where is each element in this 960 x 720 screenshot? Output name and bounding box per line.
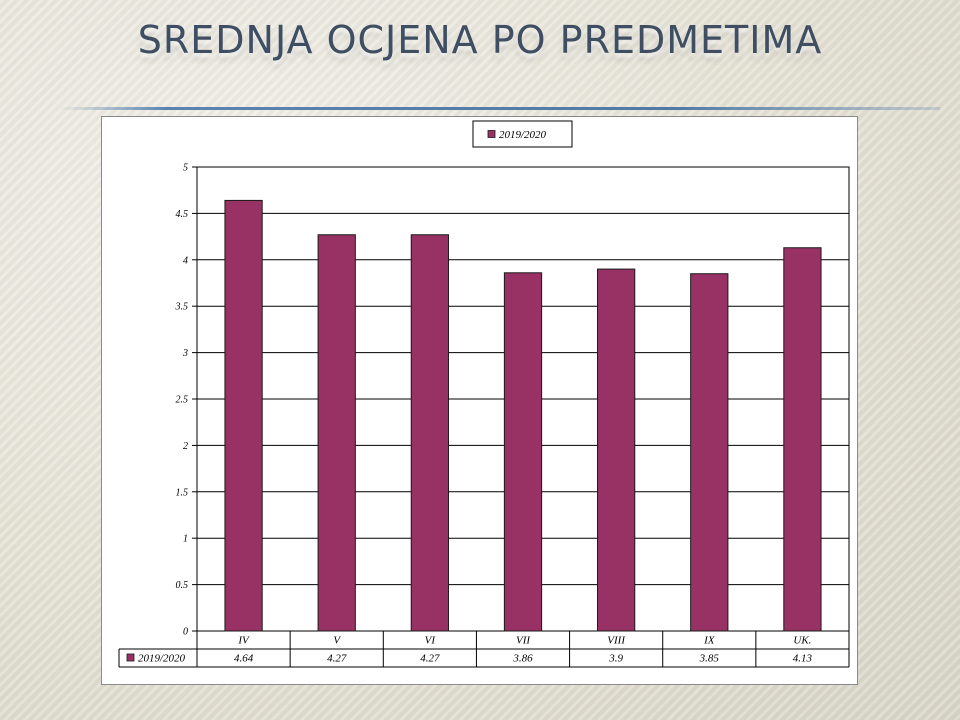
y-tick-label: 0.5 [176, 580, 189, 591]
data-table-value: 4.64 [234, 653, 254, 665]
table-series-label: 2019/2020 [138, 653, 186, 665]
bar[interactable] [410, 234, 449, 632]
y-tick-label: 0 [183, 627, 188, 638]
bar[interactable] [597, 268, 636, 632]
x-category-label: UK. [793, 635, 811, 647]
x-category-label: VIII [607, 635, 626, 647]
bar[interactable] [690, 273, 729, 632]
x-category-label: IV [237, 635, 250, 647]
bar-chart: 0 0.5 1 1.5 2 2.5 3 3.5 4 4.5 5 IV V VI VII VIII IX UK. 4.… [118, 120, 850, 668]
data-table-value: 3.85 [699, 653, 720, 665]
chart-frame: 0 0.5 1 1.5 2 2.5 3 3.5 4 4.5 5 IV V VI VII VIII IX UK. 4.… [101, 116, 858, 685]
bar[interactable] [224, 199, 263, 632]
data-table-value: 4.13 [793, 653, 813, 665]
x-category-label: IX [703, 635, 716, 647]
slide-title: SREDNJA OCJENA PO PREDMETIMA [137, 18, 823, 62]
data-table-value: 4.27 [327, 653, 347, 665]
legend-swatch [487, 130, 496, 138]
y-tick-label: 2.5 [176, 395, 189, 406]
data-table-value: 3.86 [512, 653, 533, 665]
x-category-label: VI [425, 635, 437, 647]
data-table-value: 3.9 [608, 653, 623, 665]
y-tick-label: 4.5 [176, 209, 189, 220]
y-tick-label: 3.5 [175, 302, 189, 313]
data-table-value: 4.27 [420, 653, 440, 665]
x-category-label: VII [516, 635, 531, 647]
y-tick-label: 5 [183, 163, 188, 174]
bar[interactable] [317, 234, 356, 632]
table-series-swatch [126, 653, 135, 662]
y-tick-label: 3 [182, 348, 188, 359]
title-divider [60, 107, 940, 110]
y-tick-label: 1.5 [176, 487, 189, 498]
x-category-label: V [333, 635, 341, 647]
legend-label: 2019/2020 [499, 129, 547, 141]
bar[interactable] [783, 247, 822, 632]
bar[interactable] [503, 272, 543, 632]
y-tick-label: 4 [183, 255, 188, 266]
y-tick-label: 2 [183, 441, 188, 452]
y-tick-label: 1 [183, 534, 188, 545]
